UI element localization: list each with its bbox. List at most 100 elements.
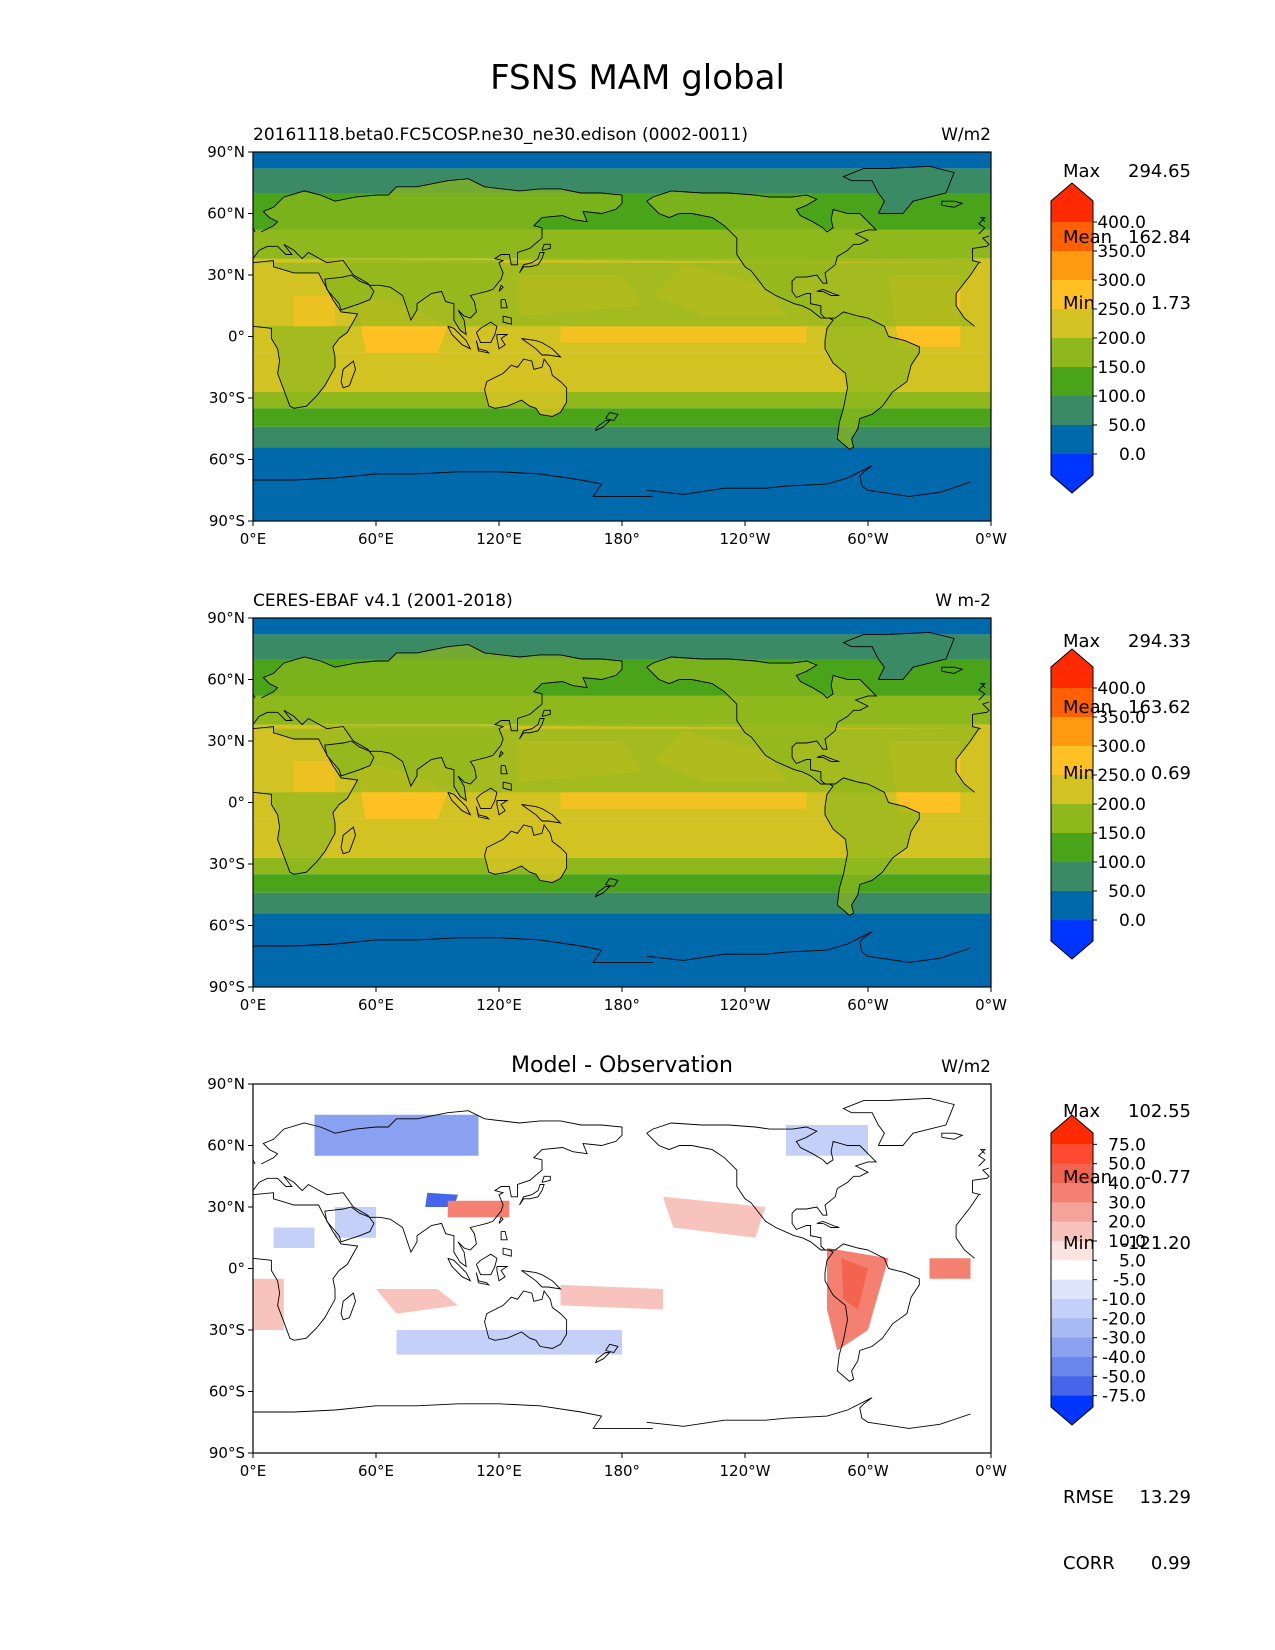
colorbar-swatch <box>1051 367 1093 397</box>
field-land <box>294 761 335 793</box>
coastline <box>475 1272 491 1286</box>
coastlines <box>253 631 990 963</box>
coastlines <box>253 165 990 497</box>
coastline <box>498 284 504 292</box>
coastline <box>941 1132 964 1140</box>
colorbar-swatch <box>1051 396 1093 426</box>
y-tick-label: 60°N <box>207 205 245 223</box>
colorbar-tick-label: 150.0 <box>1097 824 1146 844</box>
coastline <box>340 826 356 855</box>
colorbar: 75.050.040.030.020.010.05.0-5.0-10.0-20.… <box>1050 1114 1146 1426</box>
field-band <box>253 391 991 409</box>
stat-min-label: Min <box>1063 293 1095 314</box>
coastline <box>646 1397 971 1429</box>
colorbar-tick-label: -40.0 <box>1102 1348 1146 1368</box>
field-land <box>484 825 567 883</box>
field-band <box>253 152 991 169</box>
colorbar-tick-label: 200.0 <box>1097 329 1146 349</box>
coastline <box>253 1192 359 1341</box>
colorbar-tick-label: 30.0 <box>1108 1193 1146 1213</box>
y-tick-label: 0° <box>228 794 245 812</box>
colorbar-tick-label: -20.0 <box>1102 1309 1146 1329</box>
colorbar-tick-label: 250.0 <box>1097 766 1146 786</box>
coastline <box>496 334 509 350</box>
stat-min-label: Min <box>1063 763 1095 784</box>
field-region <box>314 1114 479 1156</box>
x-tick-label: 180° <box>604 530 640 548</box>
x-tick-label: 60°E <box>358 996 394 1014</box>
stat-max-label: Max <box>1063 1101 1101 1122</box>
colorbar: 400.0 350.0 300.0 250.0 200.0 150.0 100.0 50.0 0… <box>1050 182 1146 494</box>
stat-min-value: 0.69 <box>1150 763 1191 784</box>
coastline <box>955 728 980 760</box>
colorbar-swatch <box>1051 1318 1093 1339</box>
x-tick-label: 180° <box>604 996 640 1014</box>
colorbar-tick-label: 400.0 <box>1097 679 1146 699</box>
panel-observation: 0°E 60°E 120°E 180° 120°W 60°W 0°W 90°N 60°N 30°N… <box>207 591 1146 1014</box>
coastline <box>502 1247 512 1257</box>
colorbar-swatch <box>1051 746 1093 776</box>
map-field <box>253 618 991 987</box>
corr-label: CORR <box>1063 1553 1115 1574</box>
colorbar-swatch <box>1051 862 1093 892</box>
coastline <box>475 340 491 354</box>
coastline <box>972 701 990 715</box>
coastline <box>475 806 491 820</box>
coastline <box>594 1352 611 1364</box>
x-tick-label: 120°W <box>720 530 771 548</box>
coastline <box>972 248 981 264</box>
coastline <box>253 178 623 336</box>
coastline <box>605 1343 619 1354</box>
field-land <box>646 657 920 916</box>
y-tick-label: 30°S <box>209 1321 245 1339</box>
coastline <box>541 709 551 717</box>
colorbar-swatch <box>1051 1337 1093 1358</box>
field-region <box>560 1284 663 1310</box>
x-tick-label: 60°W <box>847 996 889 1014</box>
field-band <box>253 408 991 427</box>
coastline <box>484 823 568 883</box>
colorbar-swatch <box>1051 1221 1093 1242</box>
coastline <box>972 235 990 249</box>
coastline <box>594 420 611 432</box>
field-region <box>396 1330 622 1355</box>
x-tick-label: 0°W <box>975 1462 1007 1480</box>
coastline <box>816 288 840 296</box>
colorbar-swatch <box>1051 1202 1093 1223</box>
coastline <box>253 1110 623 1268</box>
y-tick-label: 90°S <box>209 512 245 530</box>
field-region <box>663 1196 766 1238</box>
stat-mean-label: Mean <box>1063 1167 1113 1188</box>
colorbar-tick-label: 0.0 <box>1119 911 1146 931</box>
colorbar-tick-label: 10.0 <box>1108 1232 1146 1252</box>
colorbar-tick-label: 5.0 <box>1119 1251 1146 1271</box>
colorbar-swatch <box>1051 338 1093 368</box>
rmse-label: RMSE <box>1063 1487 1114 1508</box>
panel-difference: 0°E 60°E 120°E 180° 120°W 60°W 0°W 90°N 60°N 30°N… <box>207 1053 1146 1480</box>
coastlines <box>253 1097 990 1429</box>
colorbar-swatch <box>1051 1241 1093 1261</box>
stat-mean-value: 162.84 <box>1128 227 1191 248</box>
x-tick-label: 60°E <box>358 1462 394 1480</box>
stats-observation: Max 294.33 Mean 163.62 Min 0.69 <box>1063 587 1191 807</box>
field-band <box>253 447 991 521</box>
colorbar-swatch <box>1051 1260 1093 1281</box>
coastline <box>253 1403 653 1429</box>
colorbar-tick-label: 200.0 <box>1097 795 1146 815</box>
map-field <box>253 1084 991 1453</box>
coastline <box>605 877 619 888</box>
colorbar-tick-label: -50.0 <box>1102 1367 1146 1387</box>
field-band <box>253 874 991 893</box>
field-region <box>273 1227 315 1248</box>
stat-max-label: Max <box>1063 161 1101 182</box>
field-land <box>843 166 955 214</box>
y-tick-label: 60°N <box>207 671 245 689</box>
field-band <box>253 618 991 635</box>
stat-min-value: 1.73 <box>1150 293 1191 314</box>
metrics-difference: RMSE 13.29 CORR 0.99 <box>1063 1443 1191 1597</box>
coastline <box>447 791 472 816</box>
coastline <box>500 299 508 309</box>
coastline <box>977 1149 986 1167</box>
colorbar-extend-top <box>1051 649 1093 688</box>
colorbar-swatch <box>1051 1279 1093 1300</box>
